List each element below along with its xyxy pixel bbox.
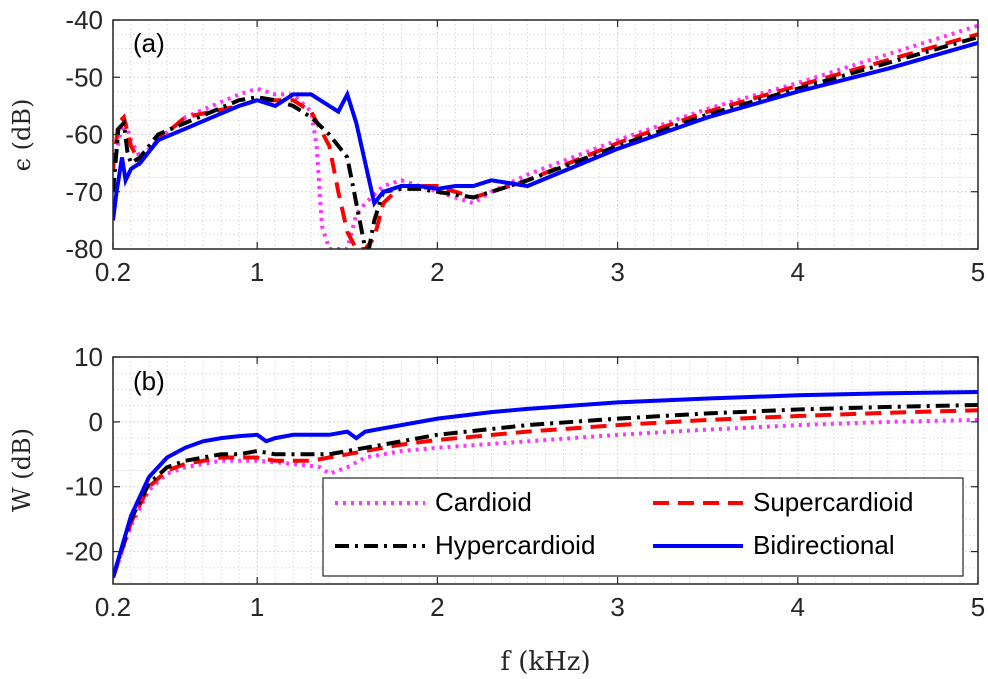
x-tick-label: 2 [430, 257, 444, 287]
legend: Cardioid Supercardioid Hypercardioid Bidire… [322, 477, 964, 577]
series-line-cardioid [113, 417, 978, 579]
series-line-bidirectional [113, 40, 978, 221]
panel-b-y-axis-label: W (dB) [8, 428, 36, 512]
y-tick-label: 10 [74, 342, 103, 372]
x-tick-label: 3 [610, 592, 624, 622]
y-tick-label: -50 [65, 62, 103, 92]
series-line-hypercardioid [113, 35, 978, 249]
x-tick-label: 1 [250, 257, 264, 287]
panel-a-y-axis-label: ϵ (dB) [8, 99, 36, 172]
y-tick-label: -80 [65, 234, 103, 264]
legend-label-cardioid: Cardioid [435, 487, 532, 517]
series-line-cardioid [113, 23, 978, 249]
panel-b-label: (b) [133, 366, 165, 396]
panel-a-label: (a) [133, 28, 165, 58]
y-tick-label: -10 [65, 472, 103, 502]
y-tick-label: -20 [65, 537, 103, 567]
legend-box [322, 477, 964, 577]
y-tick-label: 0 [89, 407, 103, 437]
x-axis-label: f (kHz) [500, 647, 590, 677]
legend-label-hypercardioid: Hypercardioid [435, 530, 595, 560]
x-tick-label: 4 [791, 592, 805, 622]
series-line-bidirectional [113, 390, 978, 579]
x-tick-label: 2 [430, 592, 444, 622]
legend-label-bidirectional: Bidirectional [753, 530, 895, 560]
x-tick-label: 3 [610, 257, 624, 287]
x-tick-label: 1 [250, 592, 264, 622]
panel-a-chart: 0.2 1 2 3 4 5 -80 -70 -60 -50 -40 (a) ϵ (dB) [8, 5, 985, 287]
panel-b-chart: 0.2 1 2 3 4 5 -20 -10 0 10 (b) W (dB) [8, 342, 985, 622]
x-tick-label: 0.2 [95, 592, 131, 622]
x-tick-label: 0.2 [95, 257, 131, 287]
y-tick-label: -60 [65, 120, 103, 150]
legend-label-supercardioid: Supercardioid [753, 487, 913, 517]
y-tick-label: -40 [65, 5, 103, 35]
series-line-supercardioid [113, 408, 978, 579]
y-tick-label: -70 [65, 177, 103, 207]
panel-b-axes-box [112, 356, 979, 585]
x-tick-label: 5 [971, 257, 985, 287]
x-tick-label: 4 [791, 257, 805, 287]
x-tick-label: 5 [971, 592, 985, 622]
